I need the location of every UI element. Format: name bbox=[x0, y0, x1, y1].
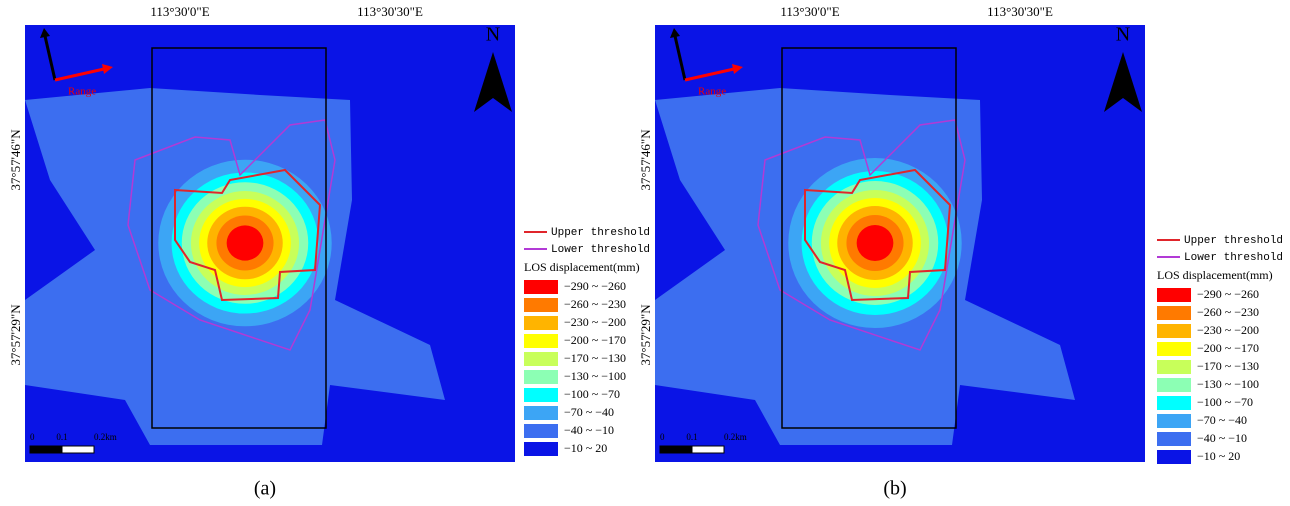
map-panel: Range N 0 0.1 0.2km 113°30'0"E 113°30'30"E 37°5… bbox=[638, 4, 1145, 500]
panel-caption: (a) bbox=[254, 478, 276, 500]
north-arrow bbox=[474, 52, 512, 112]
legend-class-label: −10 ~ 20 bbox=[564, 441, 607, 455]
legend-swatch bbox=[524, 406, 558, 420]
map-panel: Range N 0 0.1 0.2km 113°30'0"E 113°30'30"E 37°5… bbox=[8, 4, 515, 500]
legend-title: LOS displacement(mm) bbox=[524, 260, 640, 274]
legend-class-label: −200 ~ −170 bbox=[564, 333, 626, 347]
legend-swatch bbox=[1157, 432, 1191, 446]
legend-swatch bbox=[524, 316, 558, 330]
range-arrow-head bbox=[102, 64, 113, 74]
legend-class-label: −70 ~ −40 bbox=[1197, 413, 1247, 427]
legend-swatch bbox=[524, 298, 558, 312]
range-label: Range bbox=[68, 86, 96, 98]
scale-bar-black bbox=[29, 445, 63, 454]
lower-threshold bbox=[757, 119, 966, 351]
legend-class-label: −230 ~ −200 bbox=[1197, 323, 1259, 337]
legend-swatch bbox=[524, 388, 558, 402]
legend-class-label: −100 ~ −70 bbox=[1197, 395, 1253, 409]
legend-line-label: Lower threshold bbox=[551, 244, 650, 256]
legend-line-label: Lower threshold bbox=[1184, 252, 1283, 264]
legend-line-label: Upper threshold bbox=[551, 227, 650, 239]
panel-caption: (b) bbox=[883, 478, 906, 500]
north-arrow bbox=[1104, 52, 1142, 112]
displacement-zone bbox=[856, 225, 894, 261]
scale-label: 0 bbox=[660, 432, 665, 442]
legend-swatch bbox=[1157, 288, 1191, 302]
legend-class-label: −40 ~ −10 bbox=[564, 423, 614, 437]
legend-class-label: −100 ~ −70 bbox=[564, 387, 620, 401]
scale-bar-white bbox=[61, 445, 95, 454]
legend-class-label: −10 ~ 20 bbox=[1197, 449, 1240, 463]
legend-class-label: −170 ~ −130 bbox=[564, 351, 626, 365]
legend-class-label: −130 ~ −100 bbox=[564, 369, 626, 383]
legend-swatch bbox=[1157, 324, 1191, 338]
scale-bar-black bbox=[659, 445, 693, 454]
legend-class-label: −170 ~ −130 bbox=[1197, 359, 1259, 373]
scale-label: 0.2km bbox=[724, 432, 747, 442]
scale-bar-white bbox=[691, 445, 725, 454]
legend-class-label: −290 ~ −260 bbox=[564, 279, 626, 293]
legend-class-label: −130 ~ −100 bbox=[1197, 377, 1259, 391]
latitude-label: 37°57'46"N bbox=[8, 129, 23, 191]
latitude-label: 37°57'29"N bbox=[638, 304, 653, 366]
legend-swatch bbox=[1157, 414, 1191, 428]
scale-label: 0.1 bbox=[56, 432, 67, 442]
legend-class-label: −230 ~ −200 bbox=[564, 315, 626, 329]
legend-swatch bbox=[1157, 306, 1191, 320]
north-label: N bbox=[486, 24, 500, 46]
upper-threshold bbox=[174, 168, 322, 302]
legend-line-label: Upper threshold bbox=[1184, 235, 1283, 247]
longitude-label: 113°30'30"E bbox=[357, 4, 423, 19]
legend-swatch bbox=[1157, 378, 1191, 392]
study-frame bbox=[781, 47, 957, 429]
legend-swatch bbox=[524, 442, 558, 456]
legend-class-label: −200 ~ −170 bbox=[1197, 341, 1259, 355]
longitude-label: 113°30'30"E bbox=[987, 4, 1053, 19]
legend-swatch bbox=[524, 424, 558, 438]
range-label: Range bbox=[698, 86, 726, 98]
legend-swatch bbox=[1157, 396, 1191, 410]
north-label: N bbox=[1116, 24, 1130, 46]
legend-class-label: −70 ~ −40 bbox=[564, 405, 614, 419]
lower-threshold bbox=[127, 119, 336, 351]
legend-class-label: −290 ~ −260 bbox=[1197, 287, 1259, 301]
scale-label: 0.2km bbox=[94, 432, 117, 442]
legend: Upper threshold Lower threshold LOS displa… bbox=[1157, 235, 1283, 464]
legend-swatch bbox=[524, 280, 558, 294]
longitude-label: 113°30'0"E bbox=[150, 4, 209, 19]
displacement-zone bbox=[226, 225, 264, 261]
latitude-label: 37°57'46"N bbox=[638, 129, 653, 191]
upper-threshold bbox=[804, 168, 952, 302]
longitude-label: 113°30'0"E bbox=[780, 4, 839, 19]
heading-arrow bbox=[43, 35, 57, 81]
legend-swatch bbox=[524, 334, 558, 348]
study-frame bbox=[151, 47, 327, 429]
latitude-label: 37°57'29"N bbox=[8, 304, 23, 366]
legend-class-label: −40 ~ −10 bbox=[1197, 431, 1247, 445]
legend-swatch bbox=[1157, 450, 1191, 464]
scale-label: 0.1 bbox=[686, 432, 697, 442]
heading-arrow bbox=[673, 35, 687, 81]
legend-title: LOS displacement(mm) bbox=[1157, 268, 1273, 282]
heading-arrow-head bbox=[670, 28, 680, 38]
legend-swatch bbox=[524, 352, 558, 366]
legend-swatch bbox=[524, 370, 558, 384]
scale-label: 0 bbox=[30, 432, 35, 442]
range-arrow-head bbox=[732, 64, 743, 74]
legend-swatch bbox=[1157, 360, 1191, 374]
heading-arrow-head bbox=[40, 28, 50, 38]
legend-swatch bbox=[1157, 342, 1191, 356]
range-arrow bbox=[684, 67, 735, 82]
legend-class-label: −260 ~ −230 bbox=[564, 297, 626, 311]
range-arrow bbox=[54, 67, 105, 82]
legend-class-label: −260 ~ −230 bbox=[1197, 305, 1259, 319]
legend: Upper threshold Lower threshold LOS displa… bbox=[524, 227, 650, 456]
